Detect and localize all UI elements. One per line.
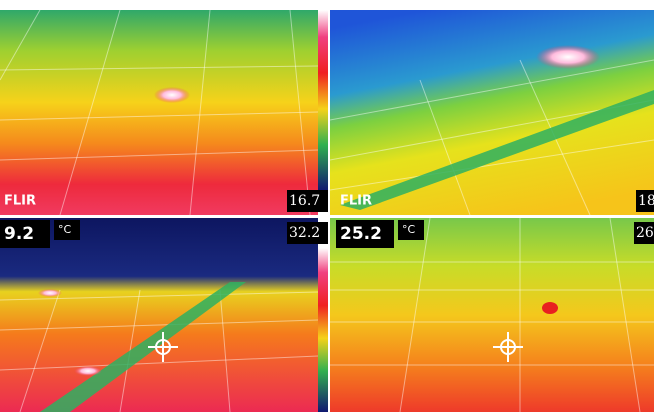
logo: FLIR [340, 194, 372, 209]
hot-spot [38, 289, 62, 297]
scale-value: 26 [636, 225, 654, 241]
color-scale [318, 248, 328, 412]
reading: 9.2 [4, 224, 34, 244]
scale-value: 18 [638, 193, 654, 209]
unit: °C [58, 223, 72, 236]
logo: FLIR [4, 194, 36, 209]
thermal-panel [0, 10, 318, 215]
hot-spot [542, 302, 558, 314]
color-scale [318, 10, 328, 190]
hot-spot [154, 87, 190, 103]
unit: °C [402, 223, 416, 236]
scale-value: 16.7 [289, 193, 320, 209]
hot-spot [536, 45, 600, 69]
hot-spot [74, 366, 102, 376]
thermal-screenshot: 16.7 FLIR FLIR 18 9.2 °C 32.2 25.2 °C 26 [0, 0, 654, 412]
reading: 25.2 [340, 224, 382, 244]
scale-value: 32.2 [289, 225, 320, 241]
